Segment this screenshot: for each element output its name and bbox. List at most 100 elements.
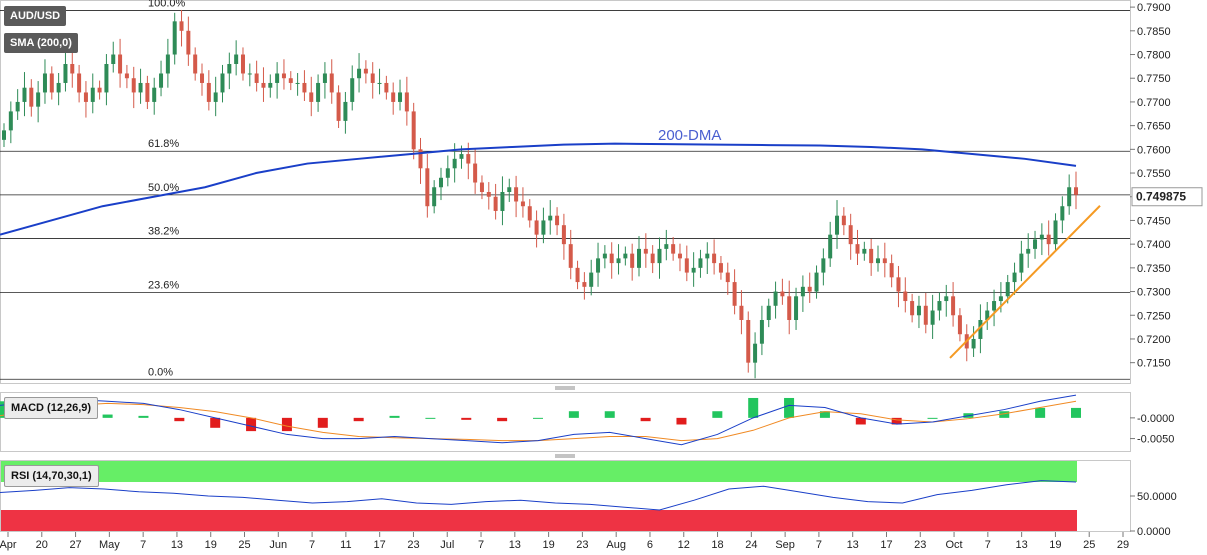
candle-body <box>288 78 293 83</box>
candle-body <box>800 286 805 297</box>
candle-body <box>213 92 218 102</box>
candle-body <box>848 225 853 245</box>
candle-body <box>404 92 409 112</box>
x-tick-label: 23 <box>407 539 419 551</box>
y-tick-label: 0.7200 <box>1137 334 1171 346</box>
candle-body <box>186 30 191 55</box>
y-tick-label: 0.7750 <box>1137 73 1171 85</box>
last-price-box <box>1131 187 1203 207</box>
candle-body <box>916 305 921 316</box>
candle-body <box>643 248 648 254</box>
x-tick-label: 7 <box>309 539 315 551</box>
macd-histogram-bar <box>748 397 759 418</box>
candle-body <box>992 301 997 311</box>
candle-body <box>138 82 143 93</box>
candle-body <box>787 296 792 320</box>
x-tick-label: 20 <box>36 539 48 551</box>
x-tick-label: Sep <box>775 539 795 551</box>
candle-body <box>411 111 416 150</box>
candle-body <box>1026 248 1031 254</box>
candle-body <box>63 64 68 83</box>
x-tick-label: 6 <box>647 539 653 551</box>
macd-histogram-bar <box>281 417 292 432</box>
candle-body <box>309 92 314 102</box>
candle-body <box>370 73 375 83</box>
candle-body <box>281 73 286 79</box>
candle-body <box>944 296 949 302</box>
candle-body <box>691 267 696 273</box>
candle-body <box>316 82 321 102</box>
candle-body <box>357 68 362 79</box>
x-tick-label: Aug <box>606 539 626 551</box>
sma-badge: SMA (200,0) <box>4 33 78 53</box>
candle-body <box>83 92 88 102</box>
candle-body <box>903 291 908 302</box>
candle-body <box>118 54 123 74</box>
candle-body <box>828 234 833 259</box>
x-tick-label: 25 <box>238 539 250 551</box>
candle-body <box>466 154 471 164</box>
macd-histogram-bar <box>389 415 400 418</box>
candle-body <box>807 286 812 292</box>
macd-histogram-bar <box>1071 407 1081 418</box>
candle-body <box>56 82 61 93</box>
candle-body <box>77 73 82 93</box>
candle-body <box>377 82 382 84</box>
macd-histogram-bar <box>174 417 185 422</box>
y-tick-label: 0.7700 <box>1137 97 1171 109</box>
candle-body <box>1067 187 1072 207</box>
candle-body <box>582 282 587 287</box>
candle-body <box>677 253 682 259</box>
candle-body <box>616 258 621 264</box>
candle-body <box>29 87 34 107</box>
macd-histogram-bar <box>533 417 543 419</box>
candle-body <box>1005 282 1010 297</box>
y-tick-label: 0.7450 <box>1137 215 1171 227</box>
candle-body <box>336 92 341 121</box>
candle-body <box>869 248 874 264</box>
x-tick-label: 17 <box>374 539 386 551</box>
y-tick-label: 0.7600 <box>1137 144 1171 156</box>
candle-body <box>766 305 771 320</box>
candle-body <box>637 248 642 268</box>
y-tick-label: 0.7850 <box>1137 26 1171 38</box>
candle-body <box>152 87 157 102</box>
y-tick-label: 0.7250 <box>1137 310 1171 322</box>
candle-body <box>425 168 430 207</box>
rsi-badge: RSI (14,70,30,1) <box>4 465 99 487</box>
y-tick-label: 0.7550 <box>1137 168 1171 180</box>
candle-body <box>1039 234 1044 240</box>
candle-body <box>978 320 983 339</box>
macd-badge: MACD (12,26,9) <box>4 397 99 419</box>
candle-body <box>295 82 300 84</box>
macd-panel-frame <box>0 392 1131 452</box>
last-price-label: 0.749875 <box>1136 190 1186 204</box>
candle-body <box>1019 253 1024 273</box>
candle-body <box>418 149 423 169</box>
candle-body <box>541 220 546 235</box>
x-tick-label: Jun <box>269 539 287 551</box>
macd-histogram-bar <box>999 411 1010 418</box>
x-tick-label: 24 <box>745 539 757 551</box>
macd-histogram-bar <box>927 417 938 419</box>
candle-body <box>882 258 887 264</box>
candle-body <box>718 263 723 273</box>
macd-histogram-bar <box>568 411 579 418</box>
x-tick-label: May <box>99 539 120 551</box>
fib-label: 50.0% <box>148 182 179 194</box>
candle-body <box>15 101 20 112</box>
macd-histogram-bar <box>461 417 472 420</box>
x-tick-label: 7 <box>478 539 484 551</box>
candle-body <box>275 73 280 83</box>
rsi-y-tick-label: 0.0000 <box>1137 526 1171 538</box>
fib-label: 0.0% <box>148 366 173 378</box>
candle-body <box>998 296 1003 302</box>
candle-body <box>36 92 41 107</box>
candle-body <box>493 196 498 211</box>
candle-body <box>794 296 799 320</box>
x-tick-label: 27 <box>69 539 81 551</box>
candle-body <box>650 253 655 264</box>
x-tick-label: 23 <box>576 539 588 551</box>
candle-body <box>104 64 109 93</box>
candle-body <box>930 310 935 325</box>
